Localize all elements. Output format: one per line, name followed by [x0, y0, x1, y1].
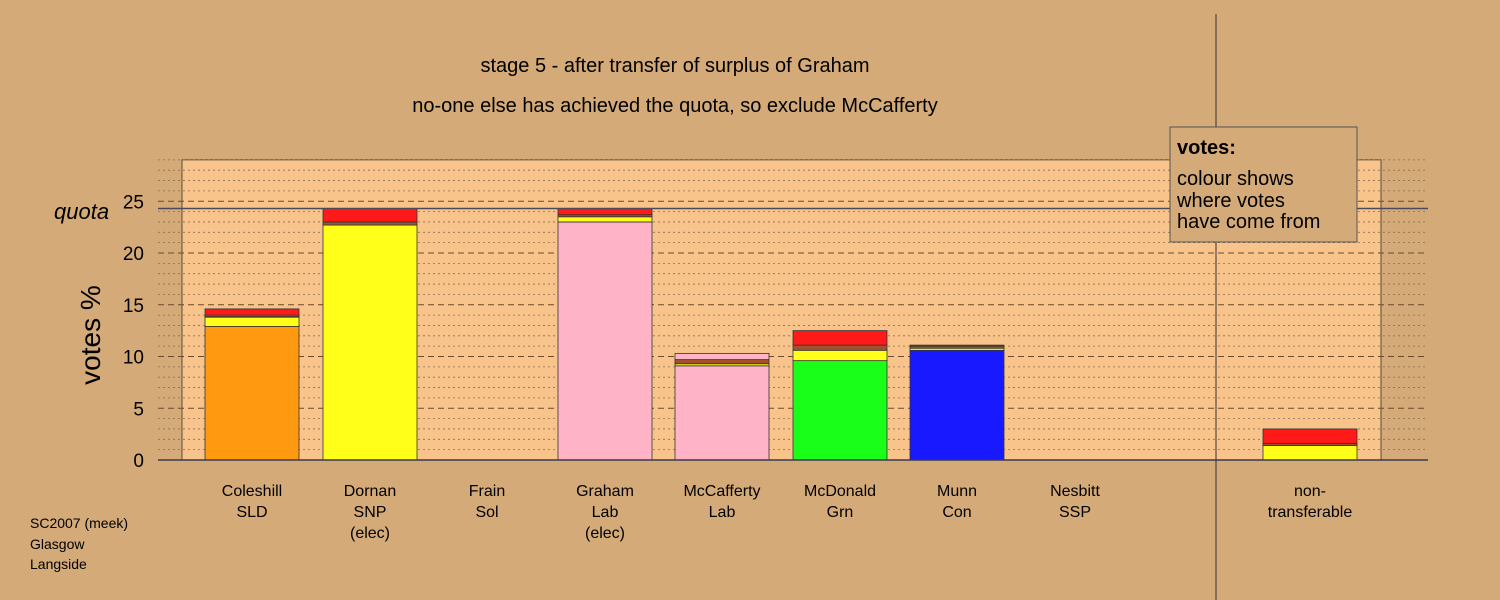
category-label: Lab	[592, 504, 619, 521]
bar-segment	[322, 221, 418, 226]
bar-segment	[674, 352, 770, 361]
category-label: (elec)	[350, 525, 390, 542]
footer-line-1: SC2007 (meek)	[30, 515, 128, 531]
chart-title-line-2: no-one else has achieved the quota, so e…	[412, 95, 938, 117]
y-tick-label: 20	[123, 244, 144, 265]
bar-segment	[1262, 445, 1358, 461]
category-label: McCafferty	[683, 483, 760, 500]
category-label: Coleshill	[222, 483, 282, 500]
quota-label: quota	[54, 199, 109, 224]
category-label: Dornan	[344, 483, 396, 500]
category-label: SLD	[236, 504, 267, 521]
category-label: Sol	[475, 504, 498, 521]
bar-segment	[792, 330, 888, 346]
category-label: Munn	[937, 483, 977, 500]
bar-segment	[792, 360, 888, 461]
bar-segment	[792, 349, 888, 362]
legend-box: votes: colour shows where votes have com…	[1169, 126, 1358, 243]
y-tick-label: 25	[123, 192, 144, 213]
legend-line-1: colour shows	[1177, 168, 1294, 190]
bar-segment	[557, 216, 653, 223]
legend-line-2: where votes	[1176, 190, 1285, 212]
category-label: McDonald	[804, 483, 876, 500]
bar-segment	[322, 208, 418, 223]
bar-segment	[557, 221, 653, 461]
y-tick-label: 15	[123, 296, 144, 317]
category-label: Lab	[709, 504, 736, 521]
bar-segment	[674, 365, 770, 461]
bar-segment	[909, 349, 1005, 461]
category-label: Frain	[469, 483, 505, 500]
category-label: SSP	[1059, 504, 1091, 521]
bar-segment	[557, 208, 653, 216]
y-tick-label: 10	[123, 348, 144, 369]
category-label: Con	[942, 504, 971, 521]
bar-segment	[322, 224, 418, 461]
bar-segment	[204, 326, 300, 461]
y-tick-label: 0	[133, 451, 144, 472]
bar-segment	[909, 344, 1005, 347]
bar-segment	[204, 316, 300, 327]
bar-segment	[792, 344, 888, 351]
category-label: (elec)	[585, 525, 625, 542]
category-label: non-	[1294, 483, 1326, 500]
bar-segment	[204, 308, 300, 316]
category-label: Graham	[576, 483, 634, 500]
category-label: Nesbitt	[1050, 483, 1100, 500]
bar-segment	[674, 359, 770, 365]
y-tick-label: 5	[133, 399, 144, 420]
category-label: transferable	[1268, 504, 1353, 521]
bar-segment	[1262, 428, 1358, 444]
category-label: Grn	[827, 504, 854, 521]
category-label: SNP	[354, 504, 387, 521]
chart-title-line-1: stage 5 - after transfer of surplus of G…	[480, 55, 869, 77]
y-axis-label: votes %	[75, 285, 106, 385]
legend-line-3: have come from	[1177, 211, 1320, 233]
legend-heading: votes:	[1177, 137, 1236, 159]
footer-line-2: Glasgow	[30, 536, 85, 552]
footer-line-3: Langside	[30, 556, 87, 572]
legend-frame	[1169, 126, 1358, 243]
